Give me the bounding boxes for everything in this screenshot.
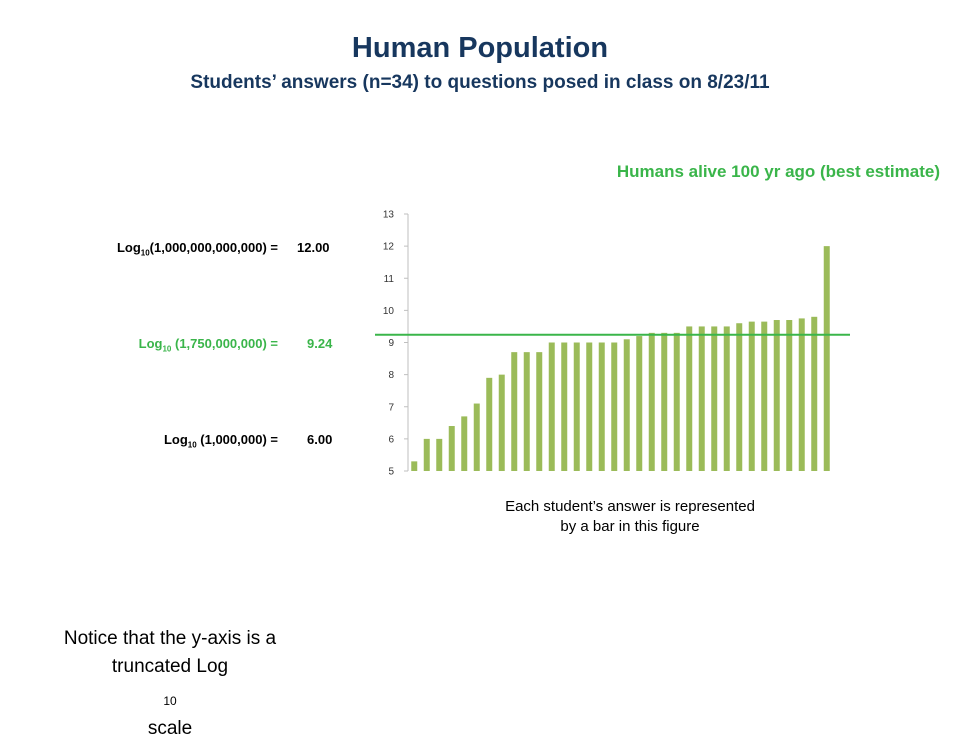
bar: [511, 352, 518, 471]
bar: [411, 461, 418, 471]
bar: [698, 326, 705, 471]
bar: [636, 336, 643, 471]
note-prefix: truncated Log: [111, 656, 229, 677]
bar: [623, 339, 630, 471]
equation-value-million: 6.00: [307, 432, 333, 447]
bar: [811, 316, 818, 471]
bar: [736, 323, 743, 471]
equation-argument: (1,000,000): [196, 432, 267, 447]
equation-argument: (1,750,000,000): [171, 336, 267, 351]
y-tick-label: 6: [388, 434, 394, 445]
equation-prefix: Log: [163, 432, 188, 447]
slide-subtitle: Students’ answers (n=34) to questions po…: [190, 72, 770, 93]
equation-prefix: Log: [138, 336, 163, 351]
bar-series: [411, 246, 830, 472]
bar: [748, 321, 755, 471]
note-line-1: Notice that the y-axis is a: [63, 628, 277, 649]
bar: [536, 352, 543, 471]
equation-equals: =: [270, 336, 278, 351]
bar: [648, 332, 655, 471]
bar: [773, 320, 780, 471]
equation-prefix: Log: [116, 240, 141, 255]
equation-value-estimate: 9.24: [307, 336, 333, 351]
caption-line-1: Each student’s answer is represented: [505, 498, 755, 515]
note-suffix: scale: [147, 717, 193, 739]
equation-equals: =: [270, 432, 278, 447]
chart-caption: Each student’s answer is represented by …: [440, 497, 820, 537]
bar: [561, 342, 568, 471]
bar: [823, 246, 830, 472]
bar: [548, 342, 555, 471]
y-tick-label: 13: [383, 210, 395, 221]
y-tick-label: 7: [388, 402, 394, 413]
bar: [486, 377, 493, 471]
bar: [573, 342, 580, 471]
chart-title: Humans alive 100 yr ago (best estimate): [616, 162, 940, 181]
bar: [423, 438, 430, 472]
equation-base: 10: [162, 344, 172, 354]
bar: [786, 320, 793, 471]
bar: [723, 326, 730, 471]
note-line-2: truncated Log 10 scale: [20, 653, 320, 743]
equation-value-trillion: 12.00: [297, 240, 330, 255]
caption-line-2: by a bar in this figure: [560, 518, 700, 535]
y-tick-label: 5: [388, 467, 394, 478]
bar: [436, 438, 443, 472]
bar: [686, 326, 693, 471]
bar: [498, 374, 505, 472]
y-tick-label: 8: [388, 370, 394, 381]
bar: [598, 342, 605, 471]
note-subscript: 10: [163, 693, 177, 708]
bar: [473, 403, 480, 471]
bar: [673, 332, 680, 471]
bar-chart: 5 6 7 8 9 10 11 12 13: [375, 210, 850, 478]
bar: [711, 326, 718, 471]
bar: [586, 342, 593, 471]
bar: [448, 426, 455, 471]
bar: [523, 352, 530, 471]
equation-argument: (1,000,000,000,000): [149, 240, 267, 255]
bar: [611, 342, 618, 471]
y-tick-label: 10: [383, 306, 395, 317]
y-tick-label: 9: [388, 338, 394, 349]
equation-base: 10: [187, 440, 197, 450]
y-tick-label: 12: [383, 242, 395, 253]
scale-note: Notice that the y-axis is a truncated Lo…: [20, 625, 320, 743]
bar: [461, 416, 468, 471]
bar: [661, 332, 668, 471]
equation-equals: =: [270, 240, 278, 255]
y-axis: 5 6 7 8 9 10 11 12 13: [383, 210, 409, 478]
y-tick-label: 11: [384, 274, 395, 285]
bar: [761, 321, 768, 471]
equation-base: 10: [140, 248, 150, 258]
slide-title: Human Population: [351, 32, 609, 64]
bar: [798, 318, 805, 471]
